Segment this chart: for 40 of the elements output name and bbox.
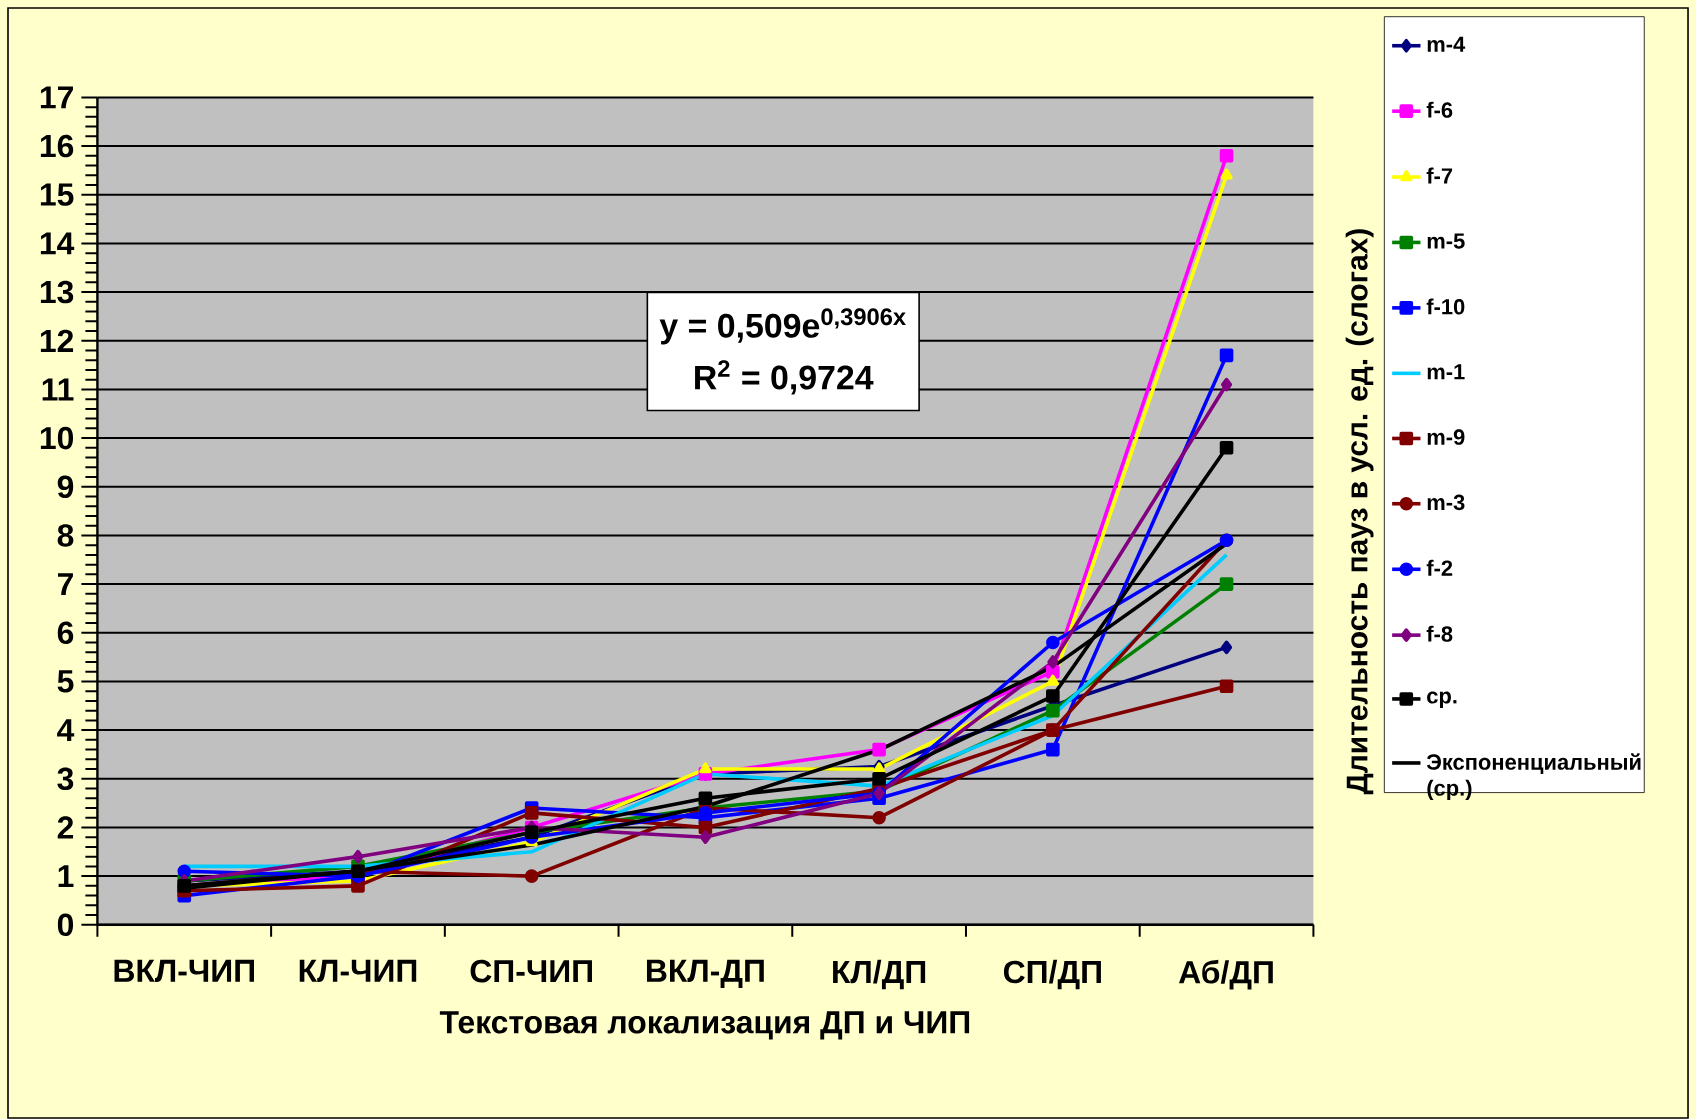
y-tick-label: 15 [40, 183, 74, 206]
legend-label: f-2 [1426, 559, 1453, 576]
legend-label: f-6 [1426, 101, 1453, 118]
y-axis-title: Длительность пауз в усл. ед. (слогах) [1345, 229, 1374, 795]
legend-label: m-4 [1427, 36, 1466, 52]
y-tick-label: 5 [57, 670, 74, 693]
x-tick-label: ВКЛ-ЧИП [114, 959, 254, 983]
legend-label: f-8 [1426, 625, 1453, 642]
y-tick-label: 13 [40, 280, 74, 304]
y-tick-label: 11 [42, 378, 74, 401]
legend-label: m-9 [1427, 429, 1465, 445]
legend-label: f-7 [1426, 167, 1453, 184]
legend-label: m-3 [1427, 494, 1465, 511]
legend-label: m-1 [1427, 364, 1465, 380]
y-tick-label: 16 [40, 134, 74, 158]
annotation: y = 0,509e$^{0,3906x}$ [659, 308, 906, 345]
y-tick-label: 7 [58, 573, 73, 596]
x-tick-label: СП-ЧИП [470, 959, 592, 983]
y-tick-label: 1 [58, 865, 74, 888]
x-tick-label: СП/ДП [1003, 959, 1101, 990]
y-tick-label: 9 [57, 475, 74, 499]
y-tick-label: 4 [57, 719, 75, 742]
y-tick-label: 0 [57, 913, 74, 937]
y-tick-label: 12 [40, 329, 74, 352]
y-tick-label: 14 [40, 232, 75, 255]
annotation: R$^{2}$ = 0,9724 [695, 360, 874, 395]
y-tick-label: 6 [57, 621, 74, 645]
y-tick-label: 2 [57, 816, 74, 839]
x-tick-label: КЛ-ЧИП [299, 959, 417, 983]
x-tick-label: ВКЛ-ДП [646, 959, 764, 989]
y-tick-label: 17 [40, 86, 73, 109]
legend-label: f-10 [1426, 298, 1465, 315]
x-tick-label: Аб/ДП [1178, 959, 1273, 990]
x-tick-label: КЛ/ДП [833, 959, 926, 990]
legend-label: m-5 [1427, 233, 1465, 249]
y-tick-label: 8 [57, 524, 74, 547]
y-tick-label: 3 [57, 767, 74, 791]
x-axis-title: Текстовая локализация ДП и ЧИП [439, 1011, 970, 1040]
y-tick-label: 10 [40, 426, 74, 450]
legend-label: ср. [1427, 691, 1457, 708]
